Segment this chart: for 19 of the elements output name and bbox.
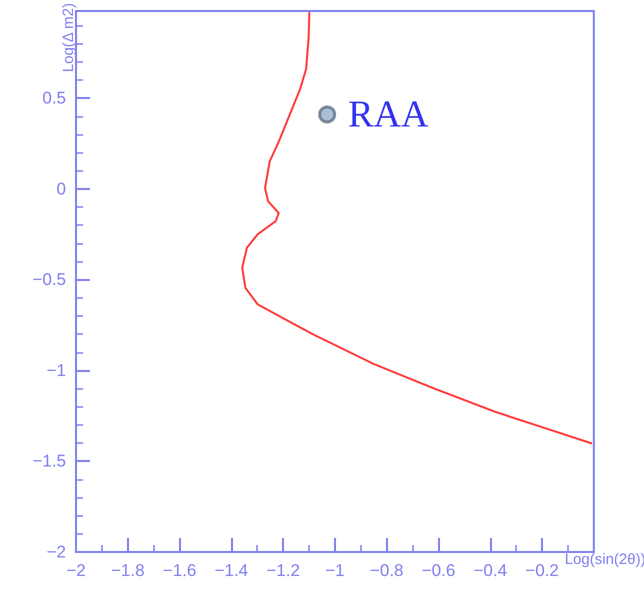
x-tick-label: −1.2 [266, 561, 300, 580]
x-tick-label: −0.6 [422, 561, 456, 580]
x-tick-label: −0.8 [370, 561, 404, 580]
y-axis-title: Log(Δ m2) [60, 3, 77, 72]
x-tick-label: −0.4 [474, 561, 508, 580]
x-tick-label: −1 [325, 561, 345, 580]
x-tick-label: −1.4 [214, 561, 248, 580]
y-tick-label: −1 [46, 360, 66, 380]
y-tick-label: 0.5 [42, 88, 66, 108]
y-tick-label: −2 [46, 542, 66, 562]
y-tick-label: −0.5 [32, 270, 66, 290]
x-tick-label: −2 [66, 561, 86, 580]
line-series [241, 12, 592, 444]
x-tick-label: −0.2 [525, 561, 559, 580]
x-tick-label: −1.8 [111, 561, 145, 580]
x-tick-label: −1.6 [162, 561, 196, 580]
y-tick-label: 0 [56, 179, 66, 198]
series-label: RAA [348, 93, 429, 136]
y-tick-label: −1.5 [32, 452, 66, 471]
